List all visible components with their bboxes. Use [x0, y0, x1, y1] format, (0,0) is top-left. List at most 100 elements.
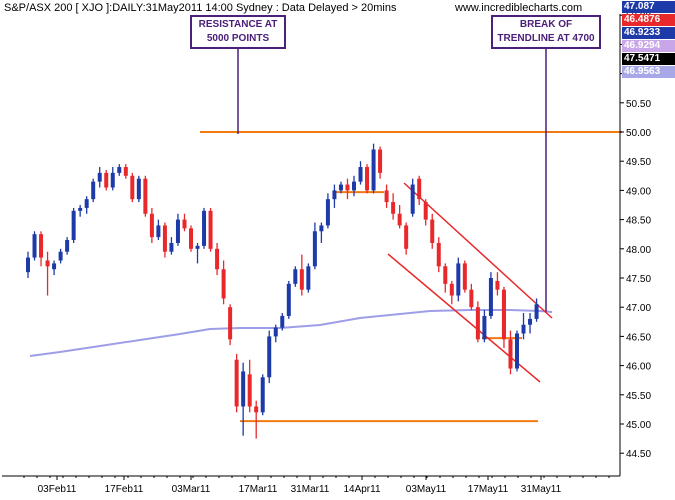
candle-body — [202, 210, 207, 246]
candle-body — [241, 371, 246, 407]
y-tick-label-10: 49.50 — [626, 157, 651, 168]
candle-body — [384, 190, 389, 203]
candle-body — [247, 374, 252, 407]
candle-body — [71, 210, 76, 241]
candle-body — [208, 210, 213, 249]
x-tick-label-0: 03Feb11 — [38, 484, 77, 495]
x-tick-label-2: 03Mar11 — [172, 484, 211, 495]
candle-body — [175, 219, 180, 243]
candle-body — [110, 172, 115, 188]
candle-body — [215, 248, 220, 270]
candle-body — [136, 178, 141, 200]
price-tag-2: 46.9233 — [622, 27, 675, 39]
price-tag-1: 46.4876 — [622, 14, 675, 26]
breakout-annotation: BREAK OF TRENDLINE AT 4700 — [491, 15, 601, 49]
candle-body — [149, 213, 154, 238]
x-tick-label-6: 03May11 — [406, 484, 447, 495]
x-tick-label-7: 17May11 — [468, 484, 509, 495]
candle-body — [97, 172, 102, 182]
candle-body — [117, 167, 122, 173]
candle-body — [123, 167, 128, 176]
y-tick-label-4: 46.50 — [626, 332, 651, 343]
candle-body — [273, 327, 278, 337]
candle-body — [508, 339, 513, 369]
trend-channel-lower — [387, 253, 541, 383]
y-tick-label-9: 49.00 — [626, 186, 651, 197]
candle-body — [462, 263, 467, 290]
candle-body — [143, 178, 148, 214]
candle-body — [280, 315, 285, 328]
candle-body — [338, 184, 343, 191]
candle-body — [156, 225, 161, 238]
candle-body — [293, 269, 298, 284]
resistance-annotation-line-2: 5000 POINTS — [206, 33, 270, 44]
candle-body — [78, 207, 83, 211]
breakout-annotation-line-1: BREAK OF — [519, 19, 573, 30]
candle-body — [456, 263, 461, 296]
y-tick-label-5: 47.00 — [626, 303, 651, 314]
candle-body — [410, 184, 415, 214]
price-tag-4: 47.5471 — [622, 53, 675, 65]
price-tag-5: 46.9563 — [622, 66, 675, 78]
candle-body — [195, 245, 200, 249]
candle-body — [358, 167, 363, 182]
candle-body — [52, 263, 57, 270]
site-watermark: www.incrediblecharts.com — [455, 2, 583, 14]
candle-body — [325, 199, 330, 226]
candle-body — [130, 175, 135, 200]
x-tick-label-1: 17Feb11 — [105, 484, 144, 495]
candle-body — [352, 181, 356, 191]
moving-average-line — [29, 309, 553, 357]
candle-body — [495, 280, 500, 290]
candle-body — [469, 289, 474, 308]
candle-body — [423, 202, 428, 220]
candle-body — [436, 242, 441, 267]
y-tick-label-0: 44.50 — [626, 449, 651, 460]
candle-body — [306, 266, 311, 290]
candle-body — [397, 213, 402, 226]
candle-body — [449, 283, 454, 296]
candle-body — [378, 149, 383, 173]
y-tick-label-12: 50.50 — [626, 99, 651, 110]
candle-body — [371, 149, 376, 191]
candle-body — [482, 315, 487, 340]
candle-body — [391, 202, 396, 214]
candle-body — [260, 377, 265, 413]
breakout-annotation-line-2: TRENDLINE AT 4700 — [497, 33, 595, 44]
candle-body — [162, 225, 167, 252]
candle-body — [286, 283, 291, 316]
candle-body — [104, 172, 109, 188]
y-tick-label-8: 48.50 — [626, 216, 651, 227]
candle-body — [254, 406, 259, 413]
candle-body — [189, 228, 193, 249]
candle-body — [515, 333, 519, 369]
candle-body — [45, 260, 50, 267]
candle-body — [91, 181, 96, 200]
candle-body — [501, 289, 506, 340]
price-tag-0: 47.087 — [622, 1, 675, 13]
candle-body — [417, 178, 422, 200]
candle-body — [26, 257, 30, 273]
candle-body — [319, 225, 324, 232]
y-tick-label-3: 46.00 — [626, 362, 651, 373]
candle-body — [365, 167, 370, 191]
resistance-annotation-line-1: RESISTANCE AT — [198, 19, 278, 30]
x-tick-label-5: 14Apr11 — [343, 484, 381, 495]
candle-body — [65, 240, 70, 252]
candle-body — [169, 242, 174, 252]
candle-body — [443, 266, 448, 284]
candle-body — [221, 269, 226, 299]
candle-body — [534, 304, 539, 319]
candle-body — [312, 231, 317, 267]
price-tag-3: 46.9294 — [622, 40, 675, 52]
y-tick-label-7: 48.00 — [626, 245, 651, 256]
y-tick-label-6: 47.50 — [626, 274, 651, 285]
candle-body — [332, 190, 337, 200]
candle-body — [84, 199, 89, 208]
candle-body — [58, 251, 63, 261]
candle-body — [430, 219, 435, 243]
candle-body — [182, 219, 187, 229]
y-tick-label-1: 45.00 — [626, 420, 651, 431]
candle-body — [345, 184, 350, 191]
